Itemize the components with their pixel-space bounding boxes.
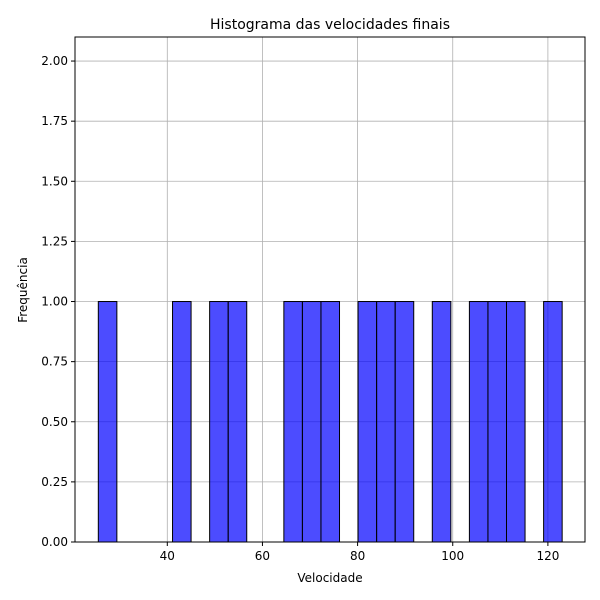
x-tick-label: 120 <box>536 549 559 563</box>
histogram-bar <box>301 301 322 543</box>
chart-title: Histograma das velocidades finais <box>210 17 450 33</box>
histogram-bar <box>431 301 452 543</box>
histogram-bar <box>487 301 508 543</box>
plot-frame <box>74 36 586 543</box>
y-tick-label: 1.25 <box>41 234 68 248</box>
x-tick-label: 100 <box>441 549 464 563</box>
histogram-bar <box>357 301 378 543</box>
histogram-bar <box>376 301 396 543</box>
y-tick-label: 1.00 <box>41 295 68 309</box>
y-tick-label: 1.50 <box>41 174 68 188</box>
histogram-bar <box>543 301 563 543</box>
histogram-bar <box>97 301 118 543</box>
histogram-bar <box>209 301 229 543</box>
histogram-bar <box>468 301 489 543</box>
histogram-bar <box>320 301 341 543</box>
y-tick-label: 0.75 <box>41 355 68 369</box>
x-tick-label: 60 <box>255 549 270 563</box>
y-tick-label: 2.00 <box>41 54 68 68</box>
y-tick-label: 0.50 <box>41 415 68 429</box>
x-axis: 40 60 80 100 120 <box>160 542 559 563</box>
y-axis: 0.00 0.25 0.50 0.75 1.00 1.25 1.50 1.75 2.00 <box>41 54 75 549</box>
y-tick-label: 1.75 <box>41 114 68 128</box>
histogram-bar <box>227 301 248 543</box>
y-tick-label: 0.00 <box>41 535 68 549</box>
histogram-bar <box>394 301 415 543</box>
histogram-bar <box>506 301 526 543</box>
y-tick-label: 0.25 <box>41 475 68 489</box>
histogram-bar <box>172 301 192 543</box>
x-axis-title: Velocidade <box>297 571 362 585</box>
x-tick-label: 40 <box>160 549 175 563</box>
y-axis-title: Frequência <box>16 257 30 323</box>
x-tick-label: 80 <box>350 549 365 563</box>
histogram-bar <box>283 301 303 543</box>
